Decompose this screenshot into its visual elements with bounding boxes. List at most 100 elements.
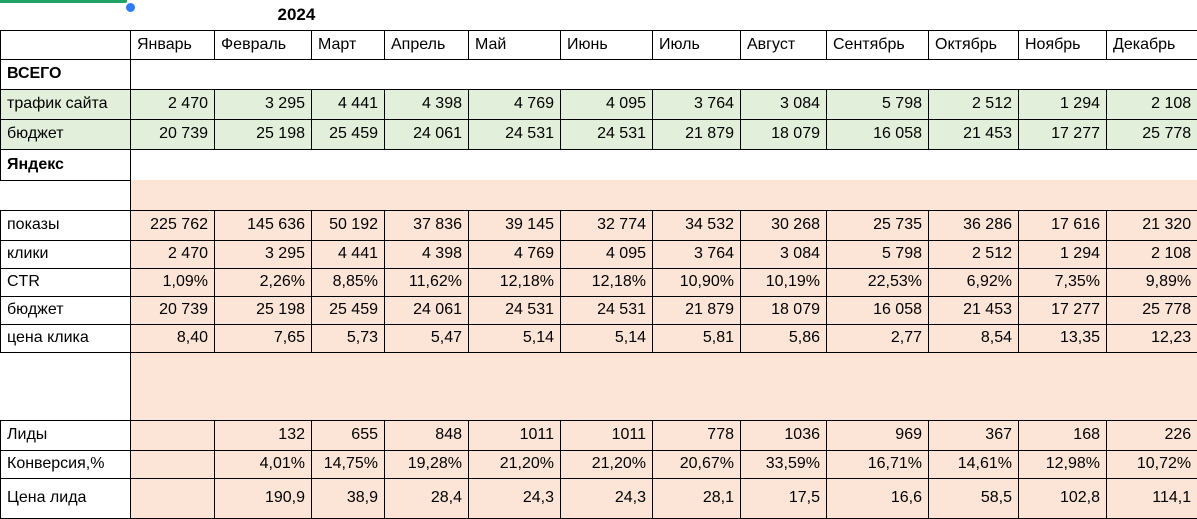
year-cell[interactable]: 2024 xyxy=(131,0,1197,30)
cell[interactable]: 24 531 xyxy=(469,296,561,324)
cell[interactable]: 16,71% xyxy=(827,450,929,478)
cell[interactable]: 24,3 xyxy=(469,478,561,518)
cell[interactable]: 2 512 xyxy=(929,240,1019,268)
cell[interactable]: 2 470 xyxy=(131,240,215,268)
cell[interactable]: 25 778 xyxy=(1107,296,1197,324)
cell[interactable]: 17 616 xyxy=(1019,210,1107,240)
cell[interactable]: 17,5 xyxy=(741,478,827,518)
cell[interactable]: 32 774 xyxy=(561,210,653,240)
fill-handle[interactable] xyxy=(124,1,137,14)
cell[interactable]: 2,26% xyxy=(215,268,312,296)
cell[interactable]: 7,35% xyxy=(1019,268,1107,296)
column-header[interactable]: Декабрь xyxy=(1107,30,1197,59)
column-header[interactable]: Июль xyxy=(653,30,741,59)
cell[interactable]: 655 xyxy=(312,420,385,450)
cell[interactable]: 5,47 xyxy=(385,324,469,352)
cell[interactable]: 30 268 xyxy=(741,210,827,240)
column-header[interactable]: Февраль xyxy=(215,30,312,59)
cell[interactable]: 1011 xyxy=(469,420,561,450)
cell[interactable]: 4 441 xyxy=(312,89,385,119)
cell[interactable]: 3 764 xyxy=(653,89,741,119)
cell[interactable]: 25 198 xyxy=(215,296,312,324)
cell[interactable]: 1,09% xyxy=(131,268,215,296)
row-label-column-header[interactable] xyxy=(1,30,131,59)
cell[interactable]: 226 xyxy=(1107,420,1197,450)
gap-fill-area[interactable] xyxy=(131,180,1197,210)
row-label[interactable]: Конверсия,% xyxy=(1,450,131,478)
cell[interactable]: 2 470 xyxy=(131,89,215,119)
row-label[interactable]: Цена лида xyxy=(1,478,131,518)
cell[interactable]: 5,14 xyxy=(561,324,653,352)
cell[interactable]: 4 095 xyxy=(561,240,653,268)
cell[interactable]: 12,23 xyxy=(1107,324,1197,352)
column-header[interactable]: Январь xyxy=(131,30,215,59)
cell[interactable]: 17 277 xyxy=(1019,119,1107,149)
row-label[interactable]: бюджет xyxy=(1,119,131,149)
cell[interactable]: 11,62% xyxy=(385,268,469,296)
cell[interactable]: 34 532 xyxy=(653,210,741,240)
cell[interactable]: 848 xyxy=(385,420,469,450)
cell[interactable] xyxy=(131,420,215,450)
cell[interactable]: 21,20% xyxy=(561,450,653,478)
cell[interactable]: 4 769 xyxy=(469,240,561,268)
cell[interactable]: 4 398 xyxy=(385,89,469,119)
cell[interactable]: 25 735 xyxy=(827,210,929,240)
cell[interactable]: 22,53% xyxy=(827,268,929,296)
column-header[interactable]: Сентябрь xyxy=(827,30,929,59)
cell[interactable]: 9,89% xyxy=(1107,268,1197,296)
cell[interactable]: 102,8 xyxy=(1019,478,1107,518)
column-header[interactable]: Март xyxy=(312,30,385,59)
cell[interactable]: 8,54 xyxy=(929,324,1019,352)
row-label-empty[interactable] xyxy=(1,352,131,420)
cell[interactable]: 18 079 xyxy=(741,296,827,324)
cell[interactable]: 5 798 xyxy=(827,240,929,268)
cell[interactable]: 2 108 xyxy=(1107,240,1197,268)
cell[interactable]: 14,61% xyxy=(929,450,1019,478)
cell[interactable]: 3 764 xyxy=(653,240,741,268)
cell[interactable]: 3 084 xyxy=(741,240,827,268)
cell[interactable]: 5,86 xyxy=(741,324,827,352)
cell[interactable]: 5 798 xyxy=(827,89,929,119)
cell[interactable]: 5,81 xyxy=(653,324,741,352)
cell[interactable]: 5,73 xyxy=(312,324,385,352)
cell[interactable]: 1 294 xyxy=(1019,240,1107,268)
row-label[interactable]: трафик сайта xyxy=(1,89,131,119)
cell[interactable]: 24 531 xyxy=(469,119,561,149)
column-header[interactable]: Апрель xyxy=(385,30,469,59)
cell[interactable]: 168 xyxy=(1019,420,1107,450)
section-empty-area[interactable] xyxy=(131,149,1197,180)
cell[interactable]: 17 277 xyxy=(1019,296,1107,324)
cell[interactable]: 24 531 xyxy=(561,296,653,324)
cell[interactable]: 3 295 xyxy=(215,240,312,268)
cell[interactable] xyxy=(131,478,215,518)
cell[interactable]: 778 xyxy=(653,420,741,450)
cell[interactable]: 4 398 xyxy=(385,240,469,268)
cell[interactable]: 12,18% xyxy=(469,268,561,296)
cell[interactable]: 21 320 xyxy=(1107,210,1197,240)
cell[interactable]: 3 295 xyxy=(215,89,312,119)
cell[interactable]: 225 762 xyxy=(131,210,215,240)
gap-fill-area[interactable] xyxy=(131,352,1197,420)
cell[interactable]: 25 778 xyxy=(1107,119,1197,149)
cell[interactable]: 132 xyxy=(215,420,312,450)
column-header[interactable]: Август xyxy=(741,30,827,59)
corner-cell[interactable] xyxy=(1,0,131,30)
cell[interactable]: 13,35 xyxy=(1019,324,1107,352)
cell[interactable]: 38,9 xyxy=(312,478,385,518)
cell[interactable]: 5,14 xyxy=(469,324,561,352)
row-label[interactable]: цена клика xyxy=(1,324,131,352)
cell[interactable]: 4 769 xyxy=(469,89,561,119)
row-label[interactable]: показы xyxy=(1,210,131,240)
cell[interactable]: 12,18% xyxy=(561,268,653,296)
cell[interactable]: 10,90% xyxy=(653,268,741,296)
cell[interactable]: 24 531 xyxy=(561,119,653,149)
cell[interactable]: 4,01% xyxy=(215,450,312,478)
cell[interactable]: 7,65 xyxy=(215,324,312,352)
cell[interactable]: 1 294 xyxy=(1019,89,1107,119)
cell[interactable]: 25 459 xyxy=(312,119,385,149)
cell[interactable]: 145 636 xyxy=(215,210,312,240)
cell[interactable]: 19,28% xyxy=(385,450,469,478)
row-label[interactable]: CTR xyxy=(1,268,131,296)
cell[interactable]: 28,1 xyxy=(653,478,741,518)
column-header[interactable]: Ноябрь xyxy=(1019,30,1107,59)
